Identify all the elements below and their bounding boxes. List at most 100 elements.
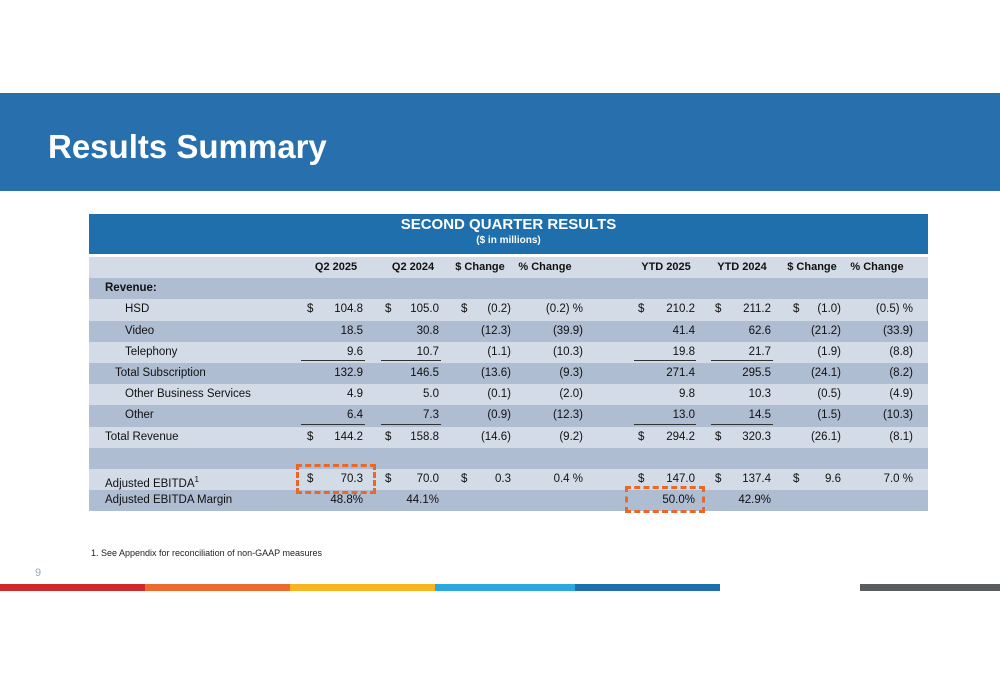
row-label: Other bbox=[125, 409, 154, 422]
table-cell: (14.6) bbox=[480, 430, 511, 443]
dollar-sign: $ bbox=[461, 473, 468, 485]
table-cell: 132.9 bbox=[334, 367, 363, 379]
table-cell: (0.1) bbox=[487, 388, 511, 401]
table-cell: (9.2) bbox=[559, 430, 583, 443]
table-cell: 13.0 bbox=[672, 409, 695, 422]
column-header: Q2 2024 bbox=[391, 261, 435, 273]
page-number: 9 bbox=[35, 567, 42, 579]
table-cell: (0.9) bbox=[487, 409, 511, 422]
table-cell: 147.0 bbox=[666, 473, 695, 485]
table-cell: (8.2) bbox=[889, 367, 913, 379]
table-cell: 144.2 bbox=[334, 430, 363, 443]
dollar-sign: $ bbox=[638, 430, 645, 443]
table-row bbox=[89, 447, 928, 469]
table-cell: 146.5 bbox=[410, 367, 439, 379]
footer-bar-red bbox=[0, 584, 145, 591]
dollar-sign: $ bbox=[385, 303, 392, 316]
table-cell: 271.4 bbox=[666, 367, 695, 379]
table-row bbox=[89, 426, 928, 448]
table-title: SECOND QUARTER RESULTS bbox=[400, 216, 617, 233]
footer-bar-lightblue bbox=[435, 584, 575, 591]
dollar-sign: $ bbox=[793, 303, 800, 316]
column-header: $ Change bbox=[787, 261, 837, 273]
row-label: Telephony bbox=[125, 345, 178, 358]
dollar-sign: $ bbox=[638, 303, 645, 316]
footnote: 1. See Appendix for reconciliation of no… bbox=[91, 548, 322, 558]
table-cell: 320.3 bbox=[742, 430, 771, 443]
column-header: $ Change bbox=[455, 261, 505, 273]
underline-rule bbox=[301, 423, 365, 425]
table-row bbox=[89, 363, 928, 385]
table-cell: 21.7 bbox=[748, 345, 771, 358]
table-cell: (26.1) bbox=[810, 430, 841, 443]
table-cell: 14.5 bbox=[748, 409, 771, 422]
table-cell: (21.2) bbox=[810, 324, 841, 337]
footer-bar-blue bbox=[575, 584, 720, 591]
table-cell: 294.2 bbox=[666, 430, 695, 443]
table-cell: (1.1) bbox=[487, 345, 511, 358]
table-cell: (33.9) bbox=[882, 324, 913, 337]
row-label: Other Business Services bbox=[125, 388, 251, 401]
column-header: % Change bbox=[850, 261, 904, 273]
table-cell: (0.2) bbox=[487, 303, 511, 316]
table-cell: 210.2 bbox=[666, 303, 695, 316]
row-label: Total Subscription bbox=[115, 367, 206, 379]
table-cell: 70.3 bbox=[340, 473, 363, 485]
dollar-sign: $ bbox=[715, 303, 722, 316]
underline-rule bbox=[634, 360, 696, 361]
table-cell: (0.5) % bbox=[875, 303, 913, 316]
row-label: Total Revenue bbox=[105, 430, 179, 443]
table-cell: (4.9) bbox=[889, 388, 913, 401]
table-row bbox=[89, 320, 928, 342]
table-cell: (12.3) bbox=[480, 324, 511, 337]
table-cell: (8.1) bbox=[889, 430, 913, 443]
table-cell: (12.3) bbox=[552, 409, 583, 422]
row-label: Adjusted EBITDA Margin bbox=[105, 494, 233, 507]
table-cell: 48.8% bbox=[330, 494, 363, 507]
table-cell: (0.2) % bbox=[545, 303, 583, 316]
table-cell: 19.8 bbox=[672, 345, 695, 358]
table-cell: 7.0 % bbox=[883, 473, 913, 485]
row-label: Adjusted EBITDA1 bbox=[105, 475, 199, 490]
dollar-sign: $ bbox=[307, 430, 314, 443]
underline-rule bbox=[711, 360, 773, 361]
highlight-box-ytd-margin bbox=[625, 486, 705, 514]
results-table: SECOND QUARTER RESULTS ($ in millions) Q… bbox=[89, 214, 928, 514]
table-cell: (24.1) bbox=[810, 367, 841, 379]
column-header: YTD 2025 bbox=[641, 261, 691, 273]
underline-rule bbox=[634, 423, 696, 425]
dollar-sign: $ bbox=[793, 473, 800, 485]
table-cell: 137.4 bbox=[742, 473, 771, 485]
table-row bbox=[89, 490, 928, 512]
table-row bbox=[89, 405, 928, 427]
table-cell: 4.9 bbox=[347, 388, 363, 401]
footnote-marker: 1 bbox=[194, 475, 199, 484]
table-cell: 7.3 bbox=[423, 409, 439, 422]
table-header: SECOND QUARTER RESULTS ($ in millions) bbox=[89, 214, 928, 254]
table-cell: 42.9% bbox=[738, 494, 771, 507]
table-cell: (8.8) bbox=[889, 345, 913, 358]
table-cell: 10.7 bbox=[416, 345, 439, 358]
table-cell: 104.8 bbox=[334, 303, 363, 316]
table-cell: 70.0 bbox=[416, 473, 439, 485]
table-cell: 10.3 bbox=[748, 388, 771, 401]
table-cell: 105.0 bbox=[410, 303, 439, 316]
table-cell: (2.0) bbox=[559, 388, 583, 401]
table-cell: (10.3) bbox=[552, 345, 583, 358]
dollar-sign: $ bbox=[461, 303, 468, 316]
table-cell: 295.5 bbox=[742, 367, 771, 379]
table-cell: 211.2 bbox=[743, 303, 771, 316]
column-header: YTD 2024 bbox=[717, 261, 767, 273]
table-cell: (1.0) bbox=[817, 303, 841, 316]
table-subtitle: ($ in millions) bbox=[476, 235, 541, 246]
row-label: Video bbox=[125, 324, 155, 337]
table-cell: (39.9) bbox=[552, 324, 583, 337]
table-cell: 18.5 bbox=[340, 324, 363, 337]
table-cell: (1.5) bbox=[817, 409, 841, 422]
underline-rule bbox=[711, 423, 773, 425]
table-cell: 0.3 bbox=[495, 473, 511, 485]
table-cell: 9.6 bbox=[347, 345, 363, 358]
section-label-revenue: Revenue: bbox=[105, 282, 157, 295]
underline-rule bbox=[381, 360, 441, 361]
table-cell: 158.8 bbox=[410, 430, 439, 443]
